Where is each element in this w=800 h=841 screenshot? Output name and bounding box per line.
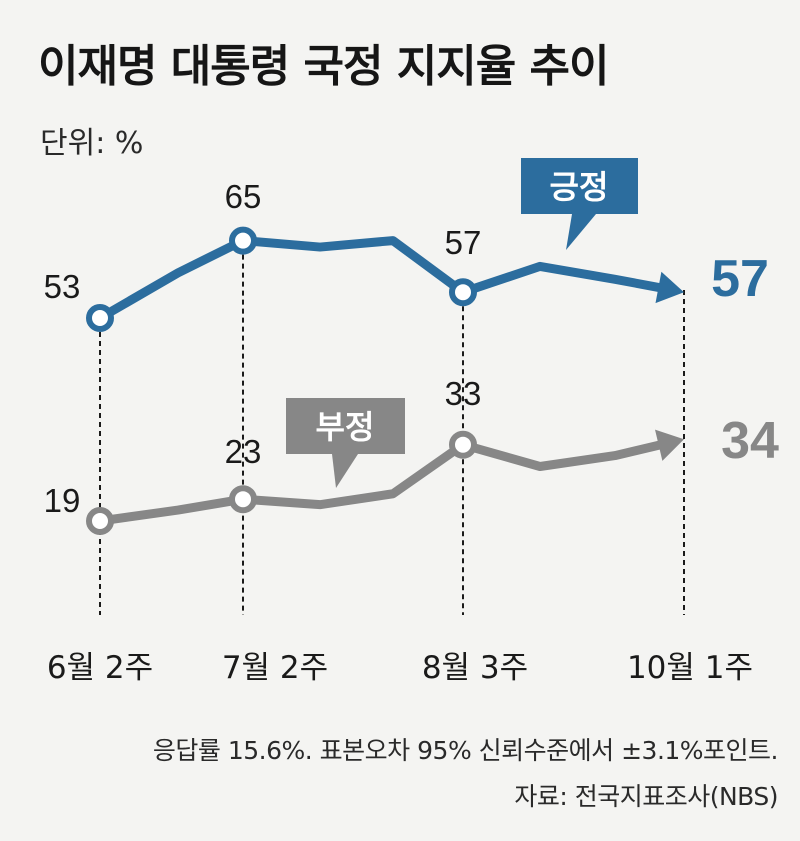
negative-callout-pointer [332,454,358,488]
x-tick-label: 6월 2주 [47,650,153,686]
x-tick-label: 8월 3주 [422,650,528,686]
unit-label: 단위: % [40,126,144,161]
x-tick-label: 7월 2주 [222,650,328,686]
x-tick-label: 10월 1주 [627,650,753,686]
positive-callout-pointer [566,214,596,250]
positive-value-label: 57 [445,224,482,261]
negative-value-label: 19 [44,482,81,519]
negative-callout-box [286,398,405,454]
positive-point-marker [229,226,257,255]
positive-callout-box [521,158,638,214]
source-note: 자료: 전국지표조사(NBS) [514,782,778,811]
negative-value-label: 23 [225,433,262,470]
positive-value-label: 53 [44,268,81,305]
survey-note: 응답률 15.6%. 표본오차 95% 신뢰수준에서 ±3.1%포인트. [152,736,779,765]
positive-line [95,236,663,323]
positive-point-marker [86,304,114,332]
footnotes: 응답률 15.6%. 표본오차 95% 신뢰수준에서 ±3.1%포인트. 자료:… [152,728,779,820]
positive-series-name: 긍정 [550,168,609,206]
negative-final-label: 34 [721,412,779,470]
positive-point-marker [449,278,477,307]
negative-value-label: 33 [445,375,482,412]
negative-line [95,440,664,526]
negative-point-marker [449,430,477,459]
negative-arrowhead [655,429,684,461]
positive-arrowhead [655,271,684,304]
negative-point-marker [229,485,257,514]
positive-value-label: 65 [225,178,262,215]
chart-title: 이재명 대통령 국정 지지율 추이 [38,41,610,92]
positive-final-label: 57 [711,250,769,308]
negative-point-marker [86,507,114,535]
negative-series-name: 부정 [316,408,375,446]
